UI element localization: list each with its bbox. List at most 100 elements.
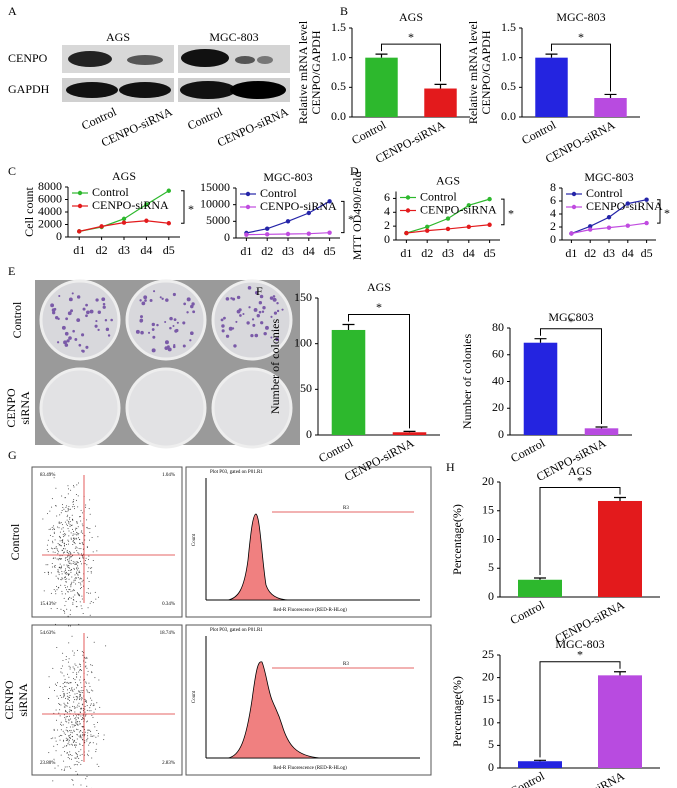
event: [91, 671, 93, 673]
event: [57, 571, 59, 573]
event: [67, 488, 69, 490]
event: [74, 574, 76, 576]
event: [76, 698, 78, 700]
event: [69, 517, 71, 519]
x-axis-label: Red-R Fluorescence (RED-R-HLog): [273, 766, 347, 771]
event: [87, 735, 89, 737]
colony: [247, 286, 252, 290]
event: [82, 525, 84, 527]
event: [86, 656, 88, 658]
event: [73, 688, 75, 690]
x-tick-label: d2: [96, 243, 108, 257]
event: [58, 578, 60, 580]
point: [166, 221, 171, 226]
event: [72, 736, 74, 738]
event: [65, 697, 67, 699]
bar: [518, 761, 562, 768]
event: [69, 734, 71, 736]
event: [80, 692, 82, 694]
event: [78, 595, 80, 597]
error-bar: [342, 323, 355, 330]
event: [68, 754, 70, 756]
event: [79, 572, 81, 574]
event: [97, 536, 99, 538]
event: [77, 773, 79, 775]
event: [89, 614, 91, 616]
event: [54, 737, 56, 739]
y-tick-label: 2: [384, 218, 390, 232]
event: [94, 726, 96, 728]
event: [78, 553, 80, 555]
event: [73, 508, 75, 510]
event: [76, 744, 78, 746]
event: [81, 698, 83, 700]
quadrant: 2.83%: [162, 761, 175, 766]
event: [68, 558, 70, 560]
event: [77, 729, 79, 731]
event: [66, 586, 68, 588]
event: [91, 536, 93, 538]
colony: [82, 307, 86, 311]
point: [466, 224, 471, 230]
event: [96, 743, 98, 745]
y-axis-label: Count: [192, 690, 197, 703]
x-tick-label: d1: [240, 244, 252, 258]
significance-bracket: [657, 199, 661, 224]
x-tick-label: d5: [324, 244, 336, 258]
event: [76, 754, 78, 756]
error-bar: [375, 53, 388, 58]
event: [61, 593, 63, 595]
event: [82, 532, 84, 534]
event: [81, 553, 83, 555]
event: [84, 731, 86, 733]
event: [68, 665, 70, 667]
event: [78, 582, 80, 584]
event: [74, 594, 76, 596]
event: [55, 750, 57, 752]
event: [65, 718, 67, 720]
point: [588, 224, 593, 229]
significance-bracket: [551, 43, 611, 92]
event: [53, 729, 55, 731]
event: [81, 608, 83, 610]
event: [70, 556, 72, 558]
event: [66, 682, 68, 684]
y-tick-label: 5: [488, 560, 494, 574]
y-tick-label: 1.5: [501, 20, 516, 34]
row-label: siRNA: [18, 391, 32, 425]
event: [67, 508, 69, 510]
colony: [89, 309, 94, 314]
event: [65, 658, 67, 660]
event: [75, 577, 77, 579]
event: [94, 591, 96, 593]
event: [93, 703, 95, 705]
chart-title: AGS: [568, 464, 592, 478]
event: [69, 557, 71, 559]
event: [76, 522, 78, 524]
event: [76, 728, 78, 730]
event: [82, 733, 84, 735]
y-tick-label: 4: [550, 206, 556, 220]
event: [76, 567, 78, 569]
event: [70, 681, 72, 683]
event: [65, 729, 67, 731]
event: [66, 524, 68, 526]
event: [85, 714, 87, 716]
event: [62, 527, 64, 529]
event: [63, 533, 65, 535]
point: [285, 231, 291, 237]
event: [67, 510, 69, 512]
event: [72, 506, 74, 508]
colony: [147, 331, 151, 334]
band: [68, 51, 112, 67]
event: [87, 691, 89, 693]
colony: [192, 310, 196, 314]
y-tick-label: 15000: [200, 180, 230, 194]
band: [180, 81, 236, 99]
row-label: CENPO: [4, 388, 18, 428]
event: [72, 666, 74, 668]
event: [74, 563, 76, 565]
event: [81, 718, 83, 720]
event: [57, 577, 59, 579]
event: [91, 567, 93, 569]
